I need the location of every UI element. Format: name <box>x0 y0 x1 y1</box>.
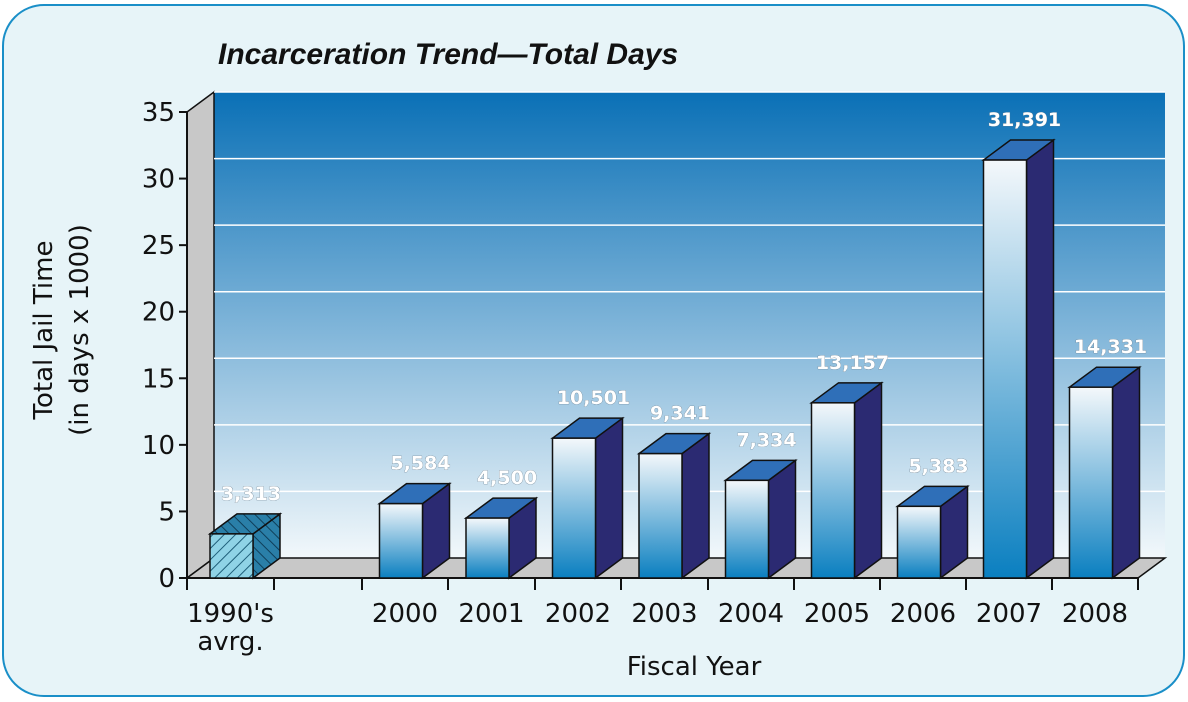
y-tick-label: 0 <box>158 564 175 594</box>
data-label: 4,500 <box>477 467 537 489</box>
y-axis-label-line-1: Total Jail Time <box>29 241 59 421</box>
data-label: 9,341 <box>650 403 710 425</box>
y-tick-label: 25 <box>142 231 175 261</box>
data-label: 10,501 <box>557 387 630 409</box>
bar-side <box>681 432 710 580</box>
bar <box>810 402 856 579</box>
chart-title: Incarceration Trend—Total Days <box>218 38 678 71</box>
x-tick-label: 2005 <box>804 599 870 629</box>
bar-side <box>1025 138 1055 580</box>
data-label: 7,334 <box>736 429 796 451</box>
x-tick-label: 2006 <box>890 599 956 629</box>
data-label: 31,391 <box>988 109 1061 131</box>
data-label: 5,383 <box>908 455 968 477</box>
data-label: 3,313 <box>221 483 281 505</box>
bar <box>896 505 942 579</box>
bar <box>638 452 683 579</box>
bar <box>724 479 770 579</box>
data-label: 13,157 <box>816 352 889 374</box>
x-tick-label: 2003 <box>631 599 697 629</box>
y-tick-label: 15 <box>142 364 175 394</box>
y-tick-label: 10 <box>142 431 175 461</box>
x-tick-label: avrg. <box>197 627 263 657</box>
bar <box>465 517 510 579</box>
x-tick-label: 2004 <box>718 599 784 629</box>
data-label: 14,331 <box>1074 336 1147 358</box>
x-tick-label: 2007 <box>976 599 1042 629</box>
x-tick-label: 2008 <box>1062 599 1128 629</box>
side-wall <box>186 90 215 580</box>
y-tick-label: 20 <box>142 298 175 328</box>
x-tick-label: 2001 <box>458 599 524 629</box>
y-tick-label: 35 <box>142 98 175 128</box>
y-axis-label-line-2: (in days x 1000) <box>65 224 95 436</box>
x-tick-label: 2000 <box>372 599 438 629</box>
x-tick-label: 2002 <box>545 599 611 629</box>
x-tick-label: 1990's <box>187 599 274 629</box>
bar <box>1068 386 1114 579</box>
y-tick-label: 30 <box>142 165 175 195</box>
bar-side <box>594 416 624 580</box>
bar-side <box>1111 365 1141 580</box>
bar <box>378 502 424 579</box>
bar <box>209 533 254 579</box>
bar-side <box>853 381 883 580</box>
y-tick-label: 5 <box>158 497 175 527</box>
bar <box>982 159 1028 579</box>
bar <box>551 437 597 579</box>
data-label: 5,584 <box>390 453 450 475</box>
x-axis-label: Fiscal Year <box>627 652 762 682</box>
